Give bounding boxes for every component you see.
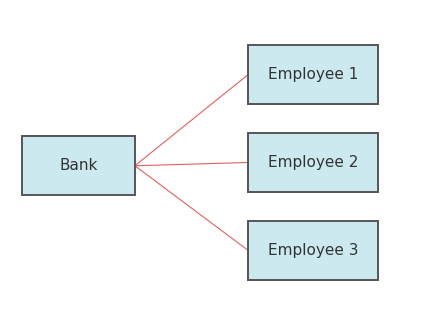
FancyBboxPatch shape: [22, 136, 135, 195]
FancyBboxPatch shape: [247, 221, 378, 280]
Text: Bank: Bank: [59, 158, 97, 173]
Text: Employee 3: Employee 3: [267, 243, 358, 258]
Text: Employee 2: Employee 2: [267, 155, 358, 170]
FancyBboxPatch shape: [247, 133, 378, 192]
FancyBboxPatch shape: [247, 46, 378, 104]
Text: Employee 1: Employee 1: [267, 67, 358, 82]
